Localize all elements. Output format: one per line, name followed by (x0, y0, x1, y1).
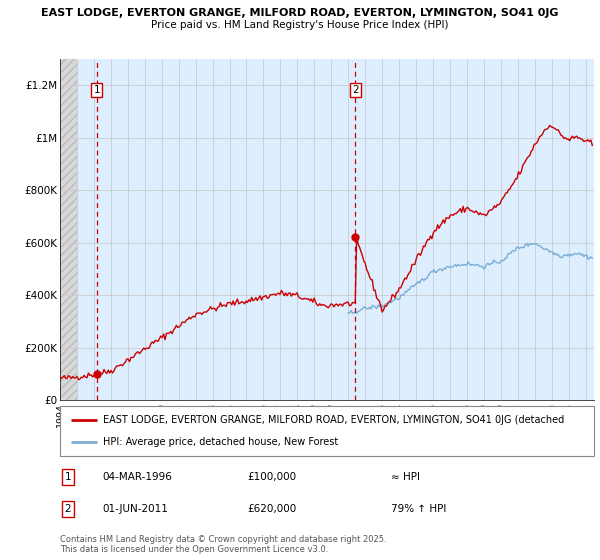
Text: 1: 1 (94, 85, 100, 95)
Text: ≈ HPI: ≈ HPI (391, 472, 420, 482)
Text: £100,000: £100,000 (247, 472, 296, 482)
Text: £620,000: £620,000 (247, 504, 296, 514)
Text: Contains HM Land Registry data © Crown copyright and database right 2025.
This d: Contains HM Land Registry data © Crown c… (60, 535, 386, 554)
Text: 01-JUN-2011: 01-JUN-2011 (103, 504, 169, 514)
Text: EAST LODGE, EVERTON GRANGE, MILFORD ROAD, EVERTON, LYMINGTON, SO41 0JG (detached: EAST LODGE, EVERTON GRANGE, MILFORD ROAD… (103, 415, 564, 425)
Text: 04-MAR-1996: 04-MAR-1996 (103, 472, 173, 482)
Text: EAST LODGE, EVERTON GRANGE, MILFORD ROAD, EVERTON, LYMINGTON, SO41 0JG: EAST LODGE, EVERTON GRANGE, MILFORD ROAD… (41, 8, 559, 18)
FancyBboxPatch shape (60, 406, 594, 456)
Text: 79% ↑ HPI: 79% ↑ HPI (391, 504, 446, 514)
Text: 2: 2 (65, 504, 71, 514)
Text: 1: 1 (65, 472, 71, 482)
Bar (60, 59, 77, 400)
Text: 2: 2 (352, 85, 359, 95)
Text: HPI: Average price, detached house, New Forest: HPI: Average price, detached house, New … (103, 437, 338, 447)
Bar (60, 59, 77, 400)
Text: Price paid vs. HM Land Registry's House Price Index (HPI): Price paid vs. HM Land Registry's House … (151, 20, 449, 30)
